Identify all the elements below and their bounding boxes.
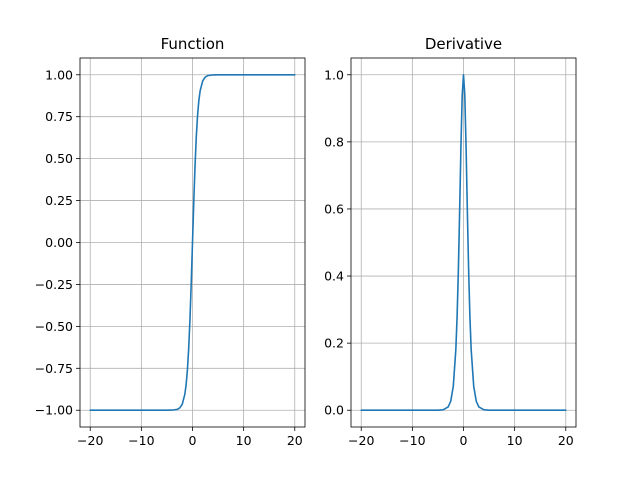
y-tick-label: 0.0: [324, 403, 344, 418]
y-tick-label: −0.75: [35, 361, 73, 376]
x-tick-label: 20: [287, 433, 303, 448]
y-tick-label: 0.4: [324, 269, 344, 284]
y-tick-label: 1.0: [324, 67, 344, 82]
x-tick-label: −10: [128, 433, 154, 448]
x-tick-label: −10: [399, 433, 425, 448]
derivative-panel: −20 −10 0 10 20 0.0 0.2 0.4 0.6 0.8 1.0 Derivative: [324, 35, 577, 448]
series-line-0-0: [89, 73, 296, 412]
x-tick-label: 20: [558, 433, 574, 448]
y-tick-label: 0.00: [45, 235, 73, 250]
x-tick-label: −20: [348, 433, 374, 448]
x-tick-label: 0: [189, 433, 197, 448]
y-tick-label: 0.25: [45, 193, 73, 208]
x-tick-label: 10: [236, 433, 252, 448]
x-tick-label: 0: [460, 433, 468, 448]
chart-title: Derivative: [425, 35, 502, 53]
y-tick-label: 0.75: [45, 109, 73, 124]
y-tick-label: −0.50: [35, 319, 73, 334]
y-tick-label: 0.8: [324, 134, 344, 149]
y-tick-label: −0.25: [35, 277, 73, 292]
function-panel: −20 −10 0 10 20 −1.00 −0.75 −0.50 −0.25 0.00 0.25 0…: [35, 35, 306, 448]
y-tick-label: 0.6: [324, 201, 344, 216]
x-tick-label: −20: [77, 433, 103, 448]
y-tick-label: 0.50: [45, 151, 73, 166]
y-tick-label: 1.00: [45, 67, 73, 82]
chart-title: Function: [161, 35, 225, 53]
y-tick-label: 0.2: [324, 336, 344, 351]
y-tick-label: −1.00: [35, 403, 73, 418]
series-line-1-0: [360, 73, 567, 412]
x-tick-label: 10: [507, 433, 523, 448]
